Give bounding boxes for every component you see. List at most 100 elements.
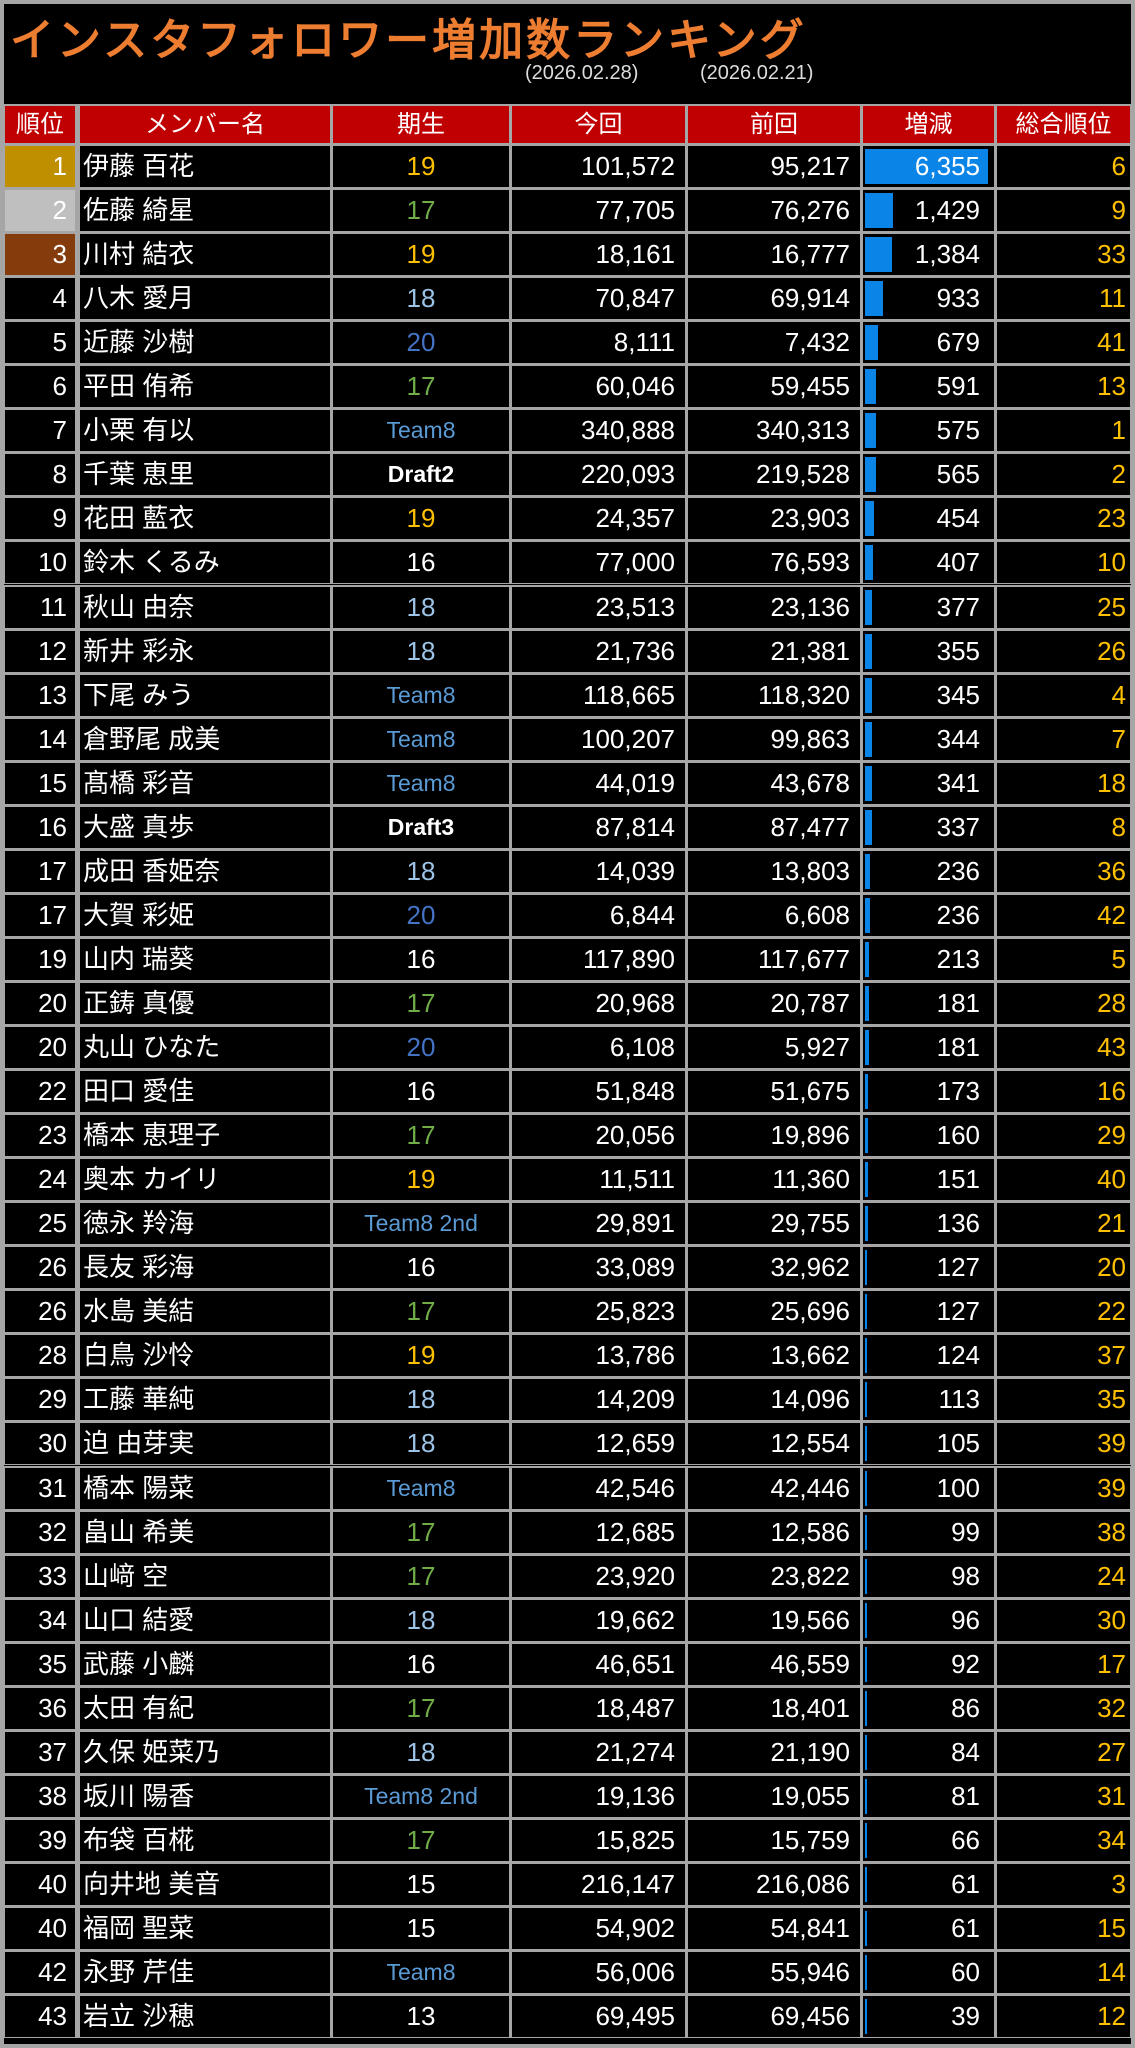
generation-cell: 15 — [333, 1908, 509, 1949]
previous-count-cell: 20,787 — [688, 982, 860, 1024]
overall-rank-cell: 22 — [997, 1291, 1130, 1333]
generation-cell: 19 — [333, 146, 509, 187]
change-cell: 591 — [863, 366, 994, 408]
change-cell: 84 — [863, 1731, 994, 1773]
rank-cell: 31 — [5, 1467, 75, 1509]
member-name-cell: 武藤 小麟 — [80, 1643, 330, 1685]
change-value: 124 — [936, 1340, 980, 1371]
date-previous: (2026.02.21) — [700, 62, 814, 84]
previous-count-cell: 19,566 — [688, 1599, 860, 1641]
member-name-cell: 髙橋 彩音 — [80, 762, 330, 804]
change-cell: 61 — [863, 1863, 994, 1905]
change-cell: 86 — [863, 1687, 994, 1729]
change-value: 575 — [936, 415, 980, 446]
change-value: 377 — [936, 591, 980, 622]
member-name-cell: 水島 美結 — [80, 1291, 330, 1333]
overall-rank-cell: 34 — [997, 1819, 1130, 1861]
overall-rank-cell: 40 — [997, 1159, 1130, 1201]
rank-cell: 12 — [5, 630, 75, 672]
previous-count-cell: 23,903 — [688, 498, 860, 540]
change-value: 98 — [951, 1560, 980, 1591]
table-row: 24 奥本 カイリ 19 11,511 11,360 151 40 — [4, 1157, 1131, 1202]
current-count-cell: 100,207 — [512, 718, 685, 760]
rank-cell: 32 — [5, 1511, 75, 1553]
generation-cell: 18 — [333, 278, 509, 320]
change-bar — [865, 1734, 867, 1770]
change-value: 136 — [936, 1208, 980, 1239]
previous-count-cell: 21,190 — [688, 1731, 860, 1773]
previous-count-cell: 14,096 — [688, 1379, 860, 1421]
current-count-cell: 54,902 — [512, 1908, 685, 1949]
overall-rank-cell: 12 — [997, 1996, 1130, 2038]
change-cell: 160 — [863, 1115, 994, 1157]
overall-rank-cell: 39 — [997, 1423, 1130, 1465]
rank-cell: 30 — [5, 1423, 75, 1465]
change-cell: 341 — [863, 762, 994, 804]
member-name-cell: 小栗 有以 — [80, 410, 330, 452]
current-count-cell: 24,357 — [512, 498, 685, 540]
generation-cell: 13 — [333, 1996, 509, 2038]
change-value: 1,384 — [914, 239, 980, 270]
change-value: 407 — [936, 547, 980, 578]
change-bar — [865, 149, 988, 184]
generation-cell: 20 — [333, 894, 509, 936]
generation-cell: 19 — [333, 1335, 509, 1377]
change-bar — [865, 721, 872, 757]
change-value: 454 — [936, 503, 980, 534]
change-value: 213 — [936, 943, 980, 974]
change-bar — [865, 1822, 867, 1858]
change-value: 86 — [951, 1692, 980, 1723]
change-bar — [865, 1955, 867, 1991]
overall-rank-cell: 7 — [997, 718, 1130, 760]
overall-rank-cell: 9 — [997, 190, 1130, 232]
generation-cell: Team8 — [333, 718, 509, 760]
header-overall-rank: 総合順位 — [997, 106, 1130, 143]
rank-cell: 2 — [5, 190, 75, 232]
overall-rank-cell: 35 — [997, 1379, 1130, 1421]
overall-rank-cell: 32 — [997, 1687, 1130, 1729]
rank-cell: 19 — [5, 938, 75, 980]
change-cell: 355 — [863, 630, 994, 672]
member-name-cell: 千葉 恵里 — [80, 454, 330, 496]
rank-cell: 28 — [5, 1335, 75, 1377]
change-cell: 105 — [863, 1423, 994, 1465]
previous-count-cell: 46,559 — [688, 1643, 860, 1685]
member-name-cell: 近藤 沙樹 — [80, 322, 330, 364]
rank-cell: 14 — [5, 718, 75, 760]
table-row: 19 山内 瑞葵 16 117,890 117,677 213 5 — [4, 936, 1131, 981]
previous-count-cell: 18,401 — [688, 1687, 860, 1729]
member-name-cell: 佐藤 綺星 — [80, 190, 330, 232]
previous-count-cell: 12,554 — [688, 1423, 860, 1465]
table-row: 26 長友 彩海 16 33,089 32,962 127 20 — [4, 1245, 1131, 1290]
previous-count-cell: 13,803 — [688, 850, 860, 892]
generation-cell: 18 — [333, 586, 509, 628]
current-count-cell: 6,844 — [512, 894, 685, 936]
current-count-cell: 29,891 — [512, 1203, 685, 1245]
rank-cell: 29 — [5, 1379, 75, 1421]
change-cell: 679 — [863, 322, 994, 364]
change-bar — [865, 633, 872, 669]
generation-cell: Draft2 — [333, 454, 509, 496]
change-bar — [865, 809, 872, 845]
member-name-cell: 迫 由芽実 — [80, 1423, 330, 1465]
previous-count-cell: 43,678 — [688, 762, 860, 804]
change-cell: 92 — [863, 1643, 994, 1685]
rank-cell: 9 — [5, 498, 75, 540]
change-cell: 127 — [863, 1247, 994, 1289]
generation-cell: 19 — [333, 498, 509, 540]
change-bar — [865, 1999, 867, 2035]
current-count-cell: 51,848 — [512, 1071, 685, 1113]
overall-rank-cell: 38 — [997, 1511, 1130, 1553]
current-count-cell: 77,705 — [512, 190, 685, 232]
previous-count-cell: 69,914 — [688, 278, 860, 320]
overall-rank-cell: 36 — [997, 850, 1130, 892]
generation-cell: 18 — [333, 1423, 509, 1465]
overall-rank-cell: 28 — [997, 982, 1130, 1024]
rank-cell: 23 — [5, 1115, 75, 1157]
change-bar — [865, 501, 874, 537]
current-count-cell: 14,039 — [512, 850, 685, 892]
table-row: 14 倉野尾 成美 Team8 100,207 99,863 344 7 — [4, 716, 1131, 761]
change-cell: 151 — [863, 1159, 994, 1201]
table-row: 29 工藤 華純 18 14,209 14,096 113 35 — [4, 1377, 1131, 1422]
table-row: 12 新井 彩永 18 21,736 21,381 355 26 — [4, 628, 1131, 673]
